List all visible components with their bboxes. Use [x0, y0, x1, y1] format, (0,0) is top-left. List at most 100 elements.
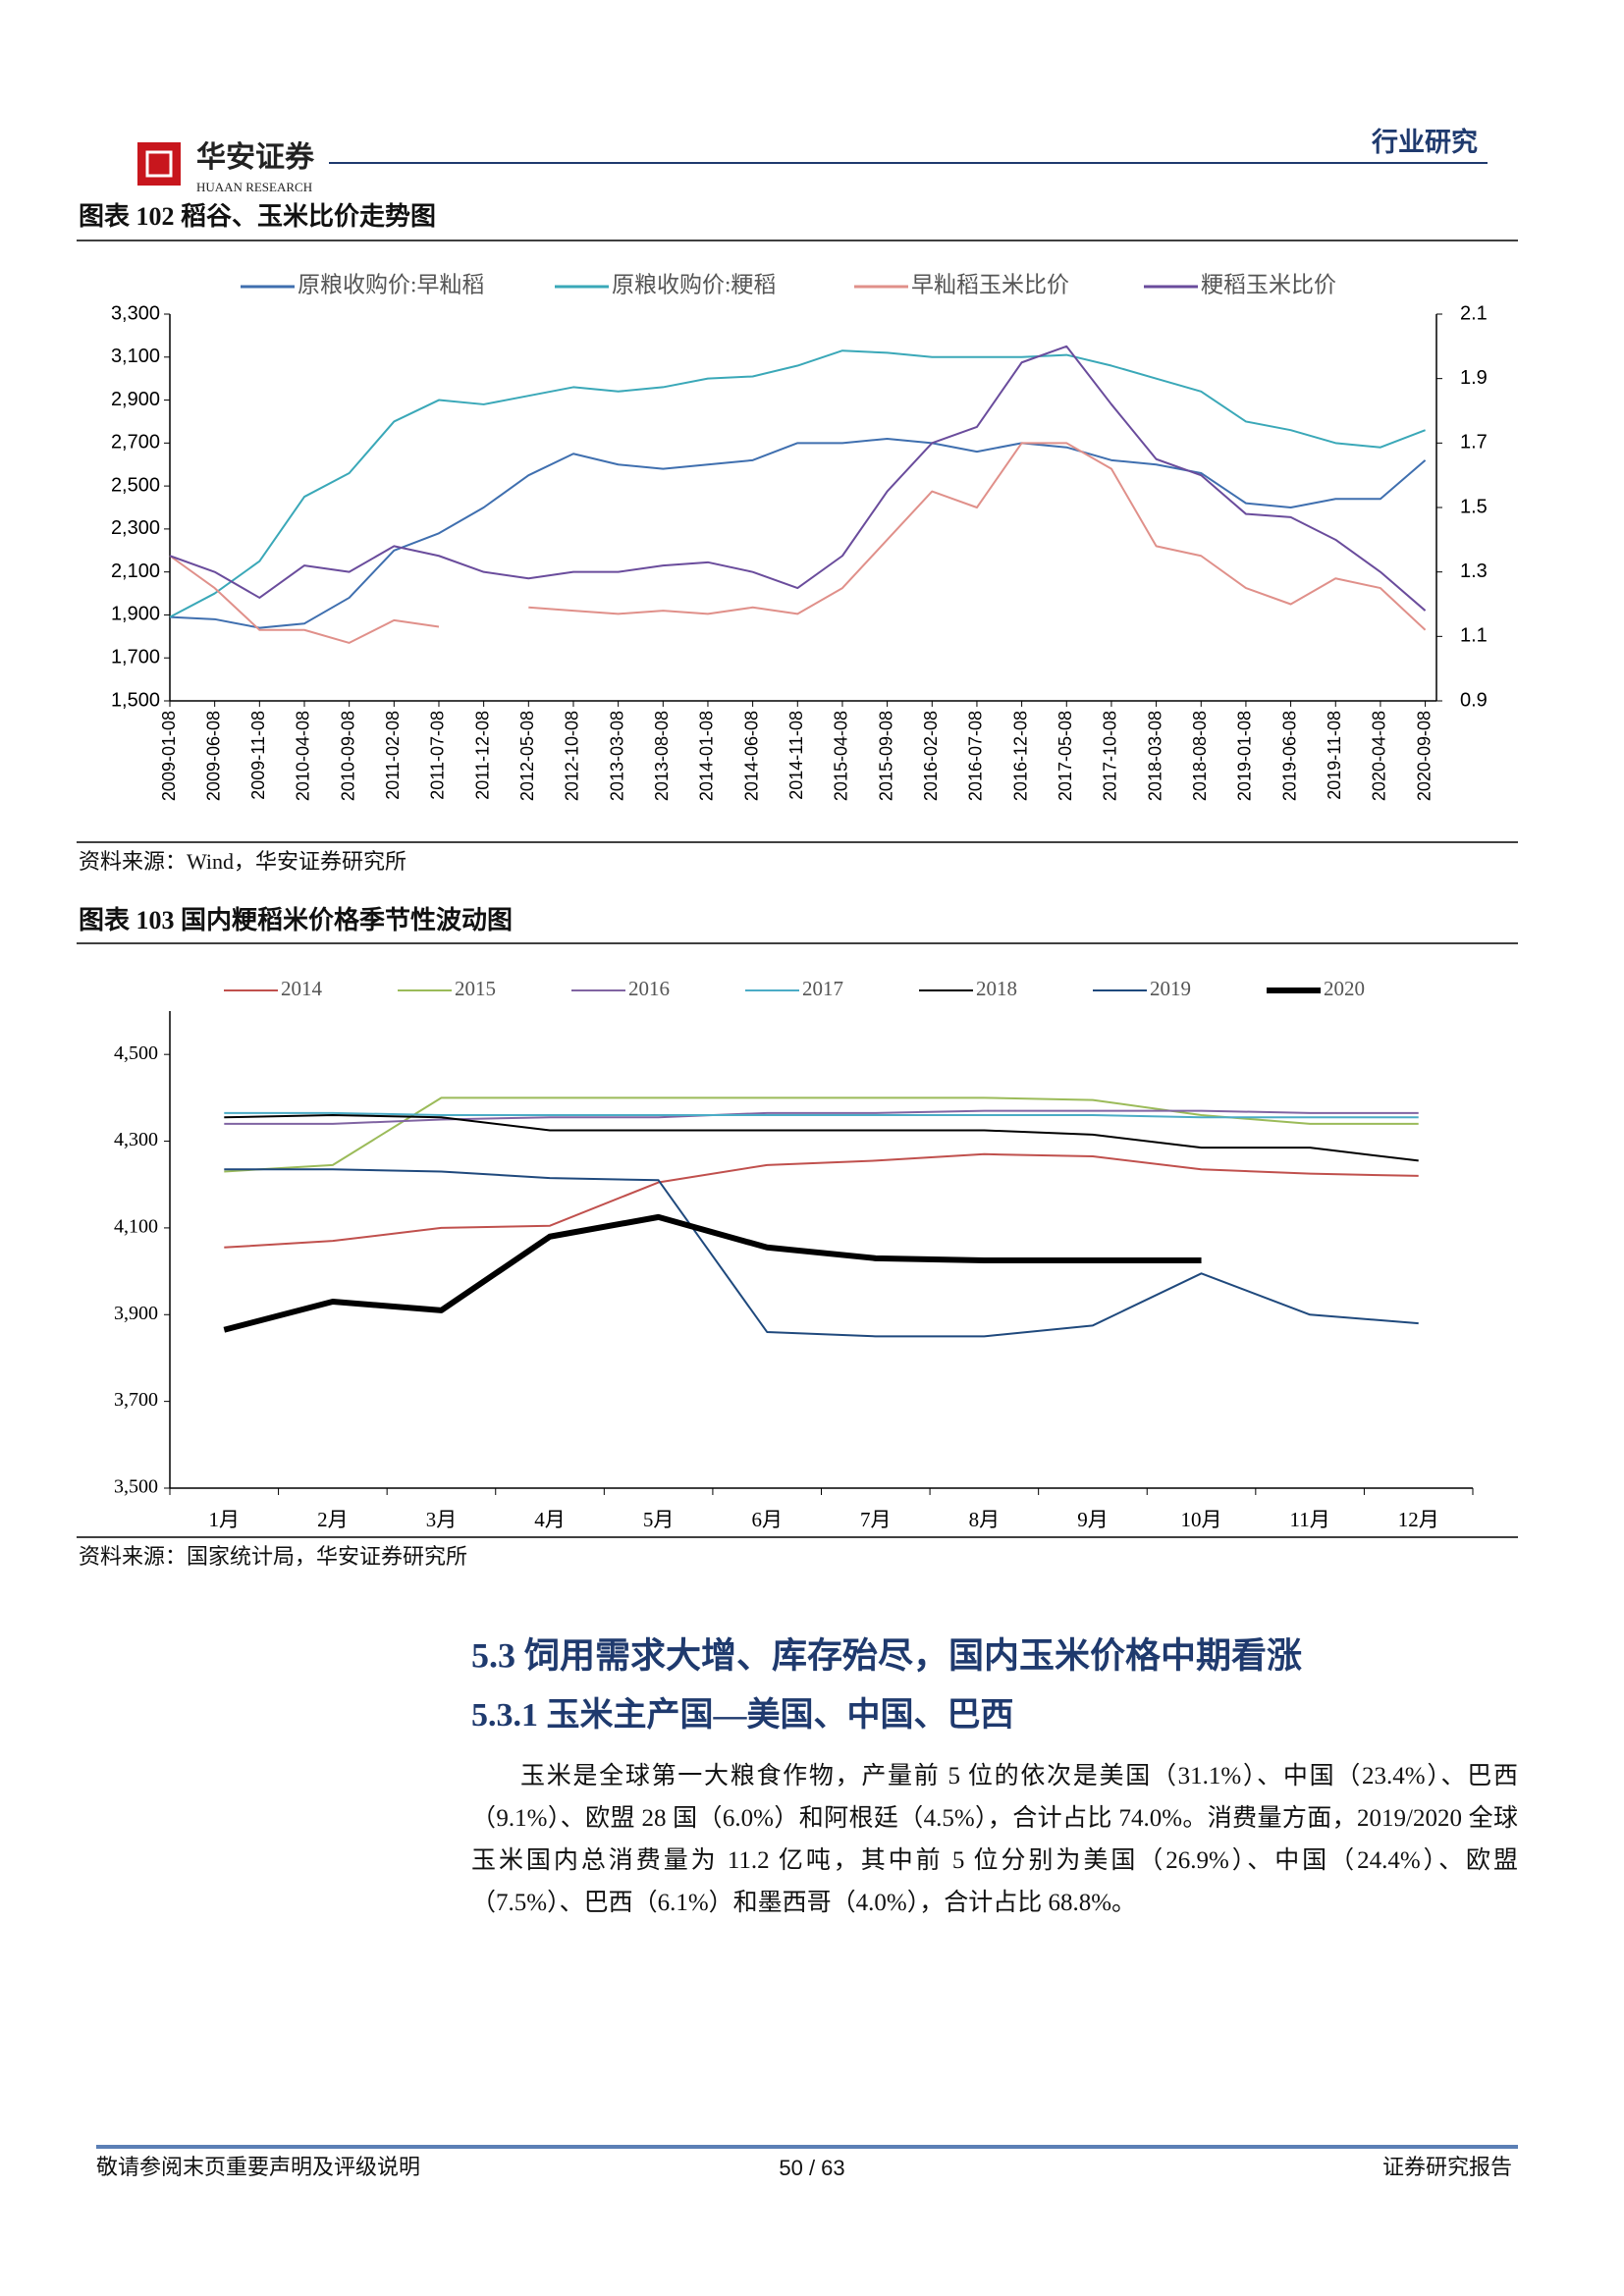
x-tick-label: 2011-02-08 — [383, 711, 403, 800]
paragraph: 玉米是全球第一大粮食作物，产量前 5 位的依次是美国（31.1%）、中国（23.… — [471, 1763, 1518, 1916]
legend-label: 早籼稻玉米比价 — [911, 272, 1069, 296]
header-category: 行业研究 — [1371, 127, 1478, 157]
series-line — [224, 1109, 1419, 1125]
chart-title: 图表 102 稻谷、玉米比价走势图 — [79, 202, 436, 231]
x-tick-label: 4月 — [534, 1508, 566, 1531]
chart-source: 资料来源：Wind，华安证券研究所 — [79, 849, 406, 874]
x-tick-label: 10月 — [1181, 1508, 1222, 1531]
page-number: 50 / 63 — [779, 2156, 844, 2180]
y2-tick-label: 1.7 — [1460, 432, 1488, 454]
y-tick-label: 2,100 — [111, 561, 160, 582]
y-tick-label: 1,900 — [111, 604, 160, 625]
x-tick-label: 2016-12-08 — [1010, 711, 1030, 801]
y2-tick-label: 2.1 — [1460, 302, 1488, 324]
y2-tick-label: 0.9 — [1460, 689, 1488, 711]
y2-tick-label: 1.9 — [1460, 367, 1488, 389]
y2-tick-label: 1.5 — [1460, 496, 1488, 517]
y-tick-label: 2,500 — [111, 474, 160, 496]
logo-icon — [137, 142, 181, 186]
legend-label: 2014 — [281, 977, 323, 1000]
legend-label: 2020 — [1324, 977, 1365, 1000]
x-tick-label: 2015-04-08 — [832, 711, 851, 801]
x-tick-label: 2012-10-08 — [563, 711, 582, 801]
footer-disclaimer: 敬请参阅末页重要声明及评级说明 — [96, 2155, 420, 2179]
x-tick-label: 2014-01-08 — [697, 711, 717, 801]
x-tick-label: 2016-02-08 — [921, 711, 941, 801]
y-tick-label: 3,100 — [111, 346, 160, 367]
x-tick-label: 2017-10-08 — [1101, 711, 1120, 801]
series-line — [224, 1111, 1419, 1119]
y-tick-label: 3,500 — [114, 1476, 158, 1498]
series-line — [224, 1168, 1419, 1338]
y-tick-label: 3,900 — [114, 1303, 158, 1324]
y2-tick-label: 1.1 — [1460, 625, 1488, 647]
x-tick-label: 2014-11-08 — [786, 711, 806, 800]
x-tick-label: 11月 — [1290, 1508, 1330, 1531]
x-tick-label: 2月 — [317, 1508, 349, 1531]
y-tick-label: 1,700 — [111, 647, 160, 668]
series-line — [528, 442, 1427, 631]
y-tick-label: 3,700 — [114, 1389, 158, 1411]
y-tick-label: 4,300 — [114, 1129, 158, 1150]
x-tick-label: 2014-06-08 — [741, 711, 761, 801]
x-tick-label: 3月 — [426, 1508, 458, 1531]
x-tick-label: 1月 — [209, 1508, 241, 1531]
series-line — [169, 345, 1427, 612]
chart-title: 图表 103 国内粳稻米价格季节性波动图 — [79, 905, 513, 934]
x-tick-label: 2011-07-08 — [428, 711, 448, 800]
y-tick-label: 4,500 — [114, 1042, 158, 1064]
series-line — [224, 1096, 1419, 1173]
x-tick-label: 2020-09-08 — [1414, 711, 1434, 801]
logo-text: 华安证券 — [196, 141, 315, 174]
y-tick-label: 1,500 — [111, 689, 160, 711]
legend-label: 2019 — [1150, 977, 1191, 1000]
x-tick-label: 12月 — [1398, 1508, 1439, 1531]
x-tick-label: 8月 — [969, 1508, 1001, 1531]
y-tick-label: 4,100 — [114, 1216, 158, 1238]
legend-label: 2018 — [976, 977, 1017, 1000]
x-tick-label: 2009-11-08 — [248, 711, 268, 800]
y2-tick-label: 1.3 — [1460, 561, 1488, 582]
y-tick-label: 3,300 — [111, 302, 160, 324]
series-line — [169, 349, 1426, 618]
x-tick-label: 2010-09-08 — [338, 711, 357, 801]
series-line — [169, 437, 1427, 629]
y-tick-label: 2,700 — [111, 432, 160, 454]
x-tick-label: 2016-07-08 — [966, 711, 986, 801]
section-heading: 5.3 饲用需求大增、库存殆尽，国内玉米价格中期看涨 — [471, 1635, 1302, 1675]
x-tick-label: 2013-08-08 — [652, 711, 672, 801]
x-tick-label: 2009-06-08 — [203, 711, 223, 801]
x-tick-label: 2012-05-08 — [517, 711, 537, 801]
x-tick-label: 9月 — [1077, 1508, 1109, 1531]
logo-subtext: HUAAN RESEARCH — [196, 180, 312, 194]
x-tick-label: 2018-08-08 — [1190, 711, 1210, 801]
legend-label: 粳稻玉米比价 — [1201, 272, 1336, 296]
series-line — [224, 1114, 1419, 1162]
legend-label: 2015 — [455, 977, 496, 1000]
chart-source: 资料来源：国家统计局，华安证券研究所 — [79, 1544, 467, 1569]
y-tick-label: 2,900 — [111, 389, 160, 410]
x-tick-label: 2017-05-08 — [1056, 711, 1075, 801]
x-tick-label: 2009-01-08 — [159, 711, 179, 801]
x-tick-label: 2019-01-08 — [1235, 711, 1255, 801]
section-subheading: 5.3.1 玉米主产国—美国、中国、巴西 — [471, 1696, 1014, 1734]
footer-report-type: 证券研究报告 — [1382, 2155, 1512, 2179]
x-tick-label: 6月 — [751, 1508, 783, 1531]
x-tick-label: 2010-04-08 — [294, 711, 313, 801]
legend-label: 2017 — [802, 977, 843, 1000]
x-tick-label: 5月 — [643, 1508, 675, 1531]
x-tick-label: 2011-12-08 — [472, 711, 492, 800]
x-tick-label: 2015-09-08 — [876, 711, 895, 801]
logo-icon-inner — [145, 150, 173, 178]
x-tick-label: 2013-03-08 — [607, 711, 626, 801]
legend-label: 原粮收购价:粳稻 — [612, 272, 776, 296]
series-line — [223, 1213, 1202, 1333]
series-line — [169, 555, 440, 644]
x-tick-label: 2019-11-08 — [1325, 711, 1344, 800]
y-tick-label: 2,300 — [111, 517, 160, 539]
legend-label: 原粮收购价:早籼稻 — [298, 272, 484, 296]
legend-label: 2016 — [628, 977, 670, 1000]
x-tick-label: 2019-06-08 — [1279, 711, 1299, 801]
